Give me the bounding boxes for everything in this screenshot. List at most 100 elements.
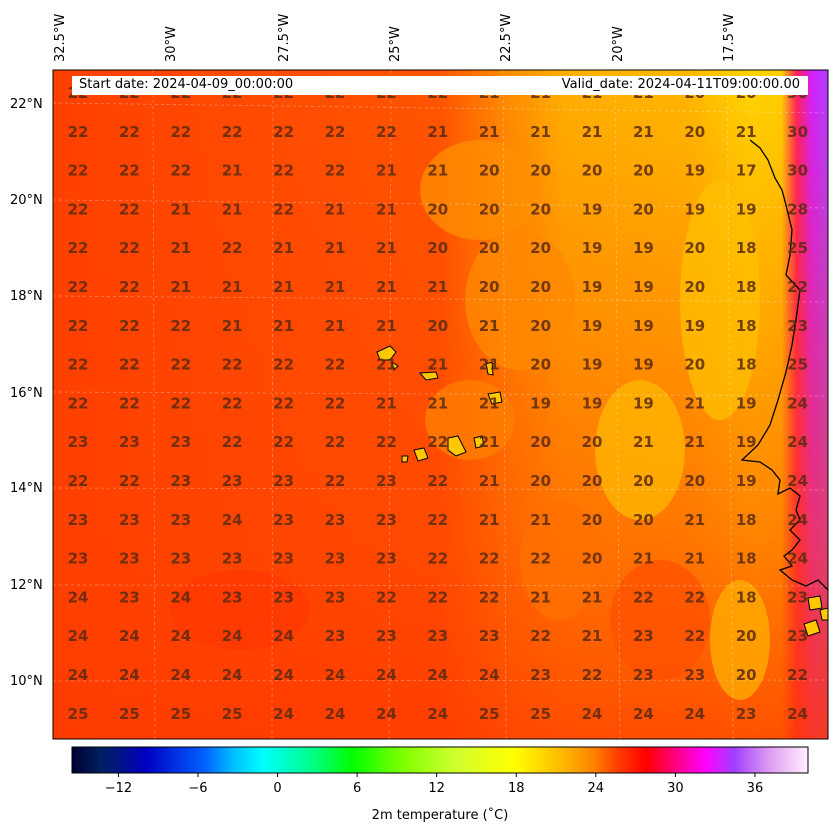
- temperature-value: 30: [787, 123, 808, 141]
- colorbar-tick-label: −12: [104, 781, 133, 796]
- temperature-value: 22: [68, 356, 89, 374]
- temperature-value: 23: [273, 588, 294, 606]
- temperature-value: 20: [530, 200, 551, 218]
- temperature-value: 23: [376, 511, 397, 529]
- lat-label: 22°N: [10, 97, 43, 112]
- colorbar-tick-label: 24: [587, 781, 605, 796]
- temperature-value: 24: [633, 705, 654, 723]
- temperature-value: 21: [479, 472, 500, 490]
- temperature-value: 22: [170, 123, 191, 141]
- lat-label: 20°N: [10, 193, 43, 208]
- temperature-value: 25: [119, 705, 140, 723]
- temperature-value: 20: [530, 278, 551, 296]
- temperature-value: 20: [582, 162, 603, 180]
- temperature-value: 22: [427, 433, 448, 451]
- temperature-value: 20: [633, 200, 654, 218]
- temperature-value: 23: [479, 627, 500, 645]
- temperature-value: 22: [325, 123, 346, 141]
- temperature-value: 24: [119, 666, 140, 684]
- temperature-value: 22: [119, 472, 140, 490]
- temperature-values: 22 22 22 22 22 22 22 22 21 21 21 21 20 20 30 22 22 22 22 22…: [68, 84, 808, 723]
- temperature-value: 21: [530, 123, 551, 141]
- temperature-value: 22: [427, 511, 448, 529]
- temperature-value: 20: [684, 472, 705, 490]
- temperature-value: 22: [273, 200, 294, 218]
- temperature-value: 20: [530, 356, 551, 374]
- temperature-value: 21: [222, 278, 243, 296]
- temperature-value: 23: [68, 433, 89, 451]
- temperature-value: 22: [68, 200, 89, 218]
- lon-label: 32.5°W: [53, 13, 68, 62]
- colorbar-tick-label: 18: [507, 781, 525, 796]
- lon-label: 22.5°W: [499, 13, 514, 62]
- temperature-value: 24: [170, 666, 191, 684]
- temperature-value: 23: [273, 472, 294, 490]
- temperature-value: 21: [479, 123, 500, 141]
- temperature-value: 20: [530, 317, 551, 335]
- temperature-value: 24: [273, 705, 294, 723]
- temperature-value: 24: [273, 627, 294, 645]
- temperature-value: 24: [427, 666, 448, 684]
- temperature-value: 19: [582, 200, 603, 218]
- temperature-value: 24: [787, 705, 808, 723]
- temperature-value: 18: [736, 239, 757, 257]
- temperature-value: 21: [427, 394, 448, 412]
- temperature-value: 24: [170, 588, 191, 606]
- temperature-value: 20: [633, 511, 654, 529]
- temperature-value: 21: [684, 394, 705, 412]
- temperature-value: 21: [325, 317, 346, 335]
- temperature-value: 23: [170, 511, 191, 529]
- temperature-value: 21: [427, 278, 448, 296]
- temperature-value: 23: [376, 472, 397, 490]
- temperature-value: 22: [119, 239, 140, 257]
- temperature-value: 21: [376, 278, 397, 296]
- temperature-value: 30: [787, 162, 808, 180]
- temperature-value: 23: [119, 433, 140, 451]
- temperature-value: 22: [119, 394, 140, 412]
- temperature-value: 22: [119, 317, 140, 335]
- temperature-value: 25: [530, 705, 551, 723]
- temperature-value: 23: [736, 705, 757, 723]
- temperature-value: 20: [684, 239, 705, 257]
- temperature-value: 20: [530, 472, 551, 490]
- temperature-value: 18: [736, 317, 757, 335]
- temperature-value: 20: [530, 239, 551, 257]
- temperature-value: 22: [68, 239, 89, 257]
- temperature-value: 21: [376, 394, 397, 412]
- temperature-value: 21: [736, 123, 757, 141]
- temperature-value: 24: [222, 511, 243, 529]
- temperature-value: 24: [787, 511, 808, 529]
- temperature-value: 19: [736, 433, 757, 451]
- temperature-value: 19: [684, 317, 705, 335]
- temperature-value: 21: [222, 162, 243, 180]
- temperature-value: 23: [119, 588, 140, 606]
- temperature-value: 22: [119, 278, 140, 296]
- temperature-value: 23: [325, 550, 346, 568]
- temperature-value: 19: [633, 278, 654, 296]
- colorbar-tick-label: 30: [667, 781, 684, 796]
- temperature-value: 23: [222, 472, 243, 490]
- temperature-value: 21: [479, 433, 500, 451]
- temperature-value: 20: [427, 239, 448, 257]
- temperature-value: 24: [222, 627, 243, 645]
- temperature-value: 21: [582, 123, 603, 141]
- temperature-value: 21: [479, 511, 500, 529]
- lon-label: 25°W: [388, 26, 403, 62]
- temperature-value: 23: [787, 627, 808, 645]
- temperature-value: 21: [427, 356, 448, 374]
- temperature-value: 18: [736, 550, 757, 568]
- temperature-value: 24: [170, 627, 191, 645]
- temperature-value: 22: [530, 627, 551, 645]
- lon-label: 20°W: [611, 26, 626, 62]
- temperature-value: 19: [736, 200, 757, 218]
- temperature-value: 18: [736, 511, 757, 529]
- temperature-value: 23: [119, 550, 140, 568]
- temperature-value: 17: [736, 162, 757, 180]
- temperature-value: 19: [684, 162, 705, 180]
- temperature-value: 24: [479, 666, 500, 684]
- temperature-value: 21: [684, 550, 705, 568]
- temperature-value: 22: [427, 472, 448, 490]
- temperature-value: 20: [582, 550, 603, 568]
- lat-label: 16°N: [10, 386, 43, 401]
- temperature-value: 23: [787, 317, 808, 335]
